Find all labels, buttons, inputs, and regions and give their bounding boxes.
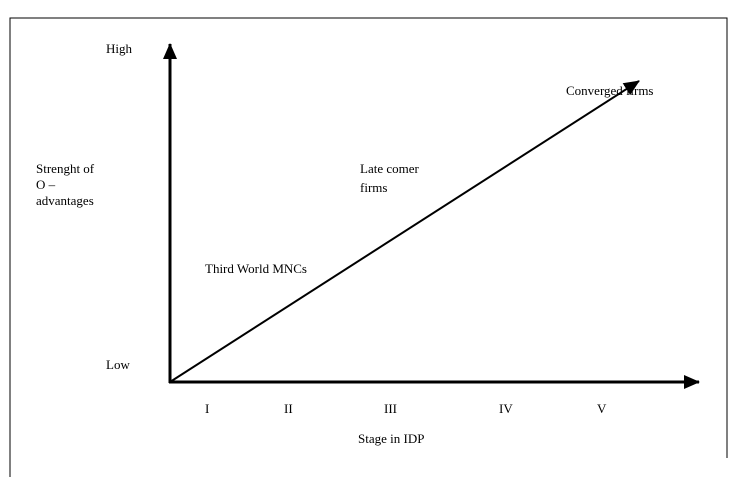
stage-label: V bbox=[597, 401, 607, 416]
y-label: Strenght of bbox=[36, 161, 95, 176]
x-label: Stage in IDP bbox=[358, 431, 424, 446]
annotation: Converged firms bbox=[566, 83, 654, 98]
trend-arrow bbox=[169, 80, 640, 383]
stage-label: II bbox=[284, 401, 293, 416]
annotation: firms bbox=[360, 180, 387, 195]
frame bbox=[9, 17, 728, 477]
annotation: Third World MNCs bbox=[205, 261, 307, 276]
annotation: Late comer bbox=[360, 161, 419, 176]
stage-label: III bbox=[384, 401, 397, 416]
y-high: High bbox=[106, 41, 133, 56]
stage-label: IV bbox=[499, 401, 513, 416]
y-label: advantages bbox=[36, 193, 94, 208]
y-low: Low bbox=[106, 357, 130, 372]
y-label: O – bbox=[36, 177, 56, 192]
stage-label: I bbox=[205, 401, 209, 416]
